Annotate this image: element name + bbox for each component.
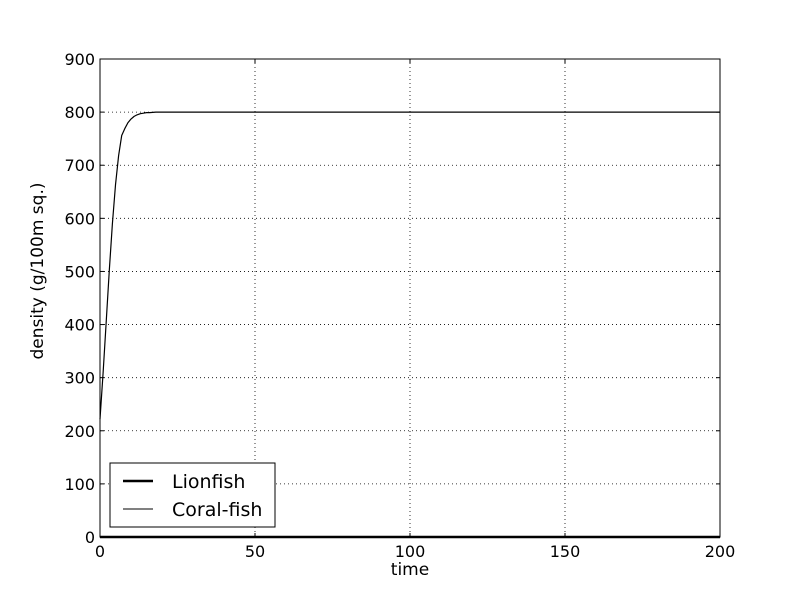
y-tick-label: 400 xyxy=(64,316,95,335)
legend: Lionfish Coral-fish xyxy=(109,462,276,528)
y-tick-label: 200 xyxy=(64,422,95,441)
x-axis-label: time xyxy=(391,560,429,580)
series-line-coral-fish xyxy=(99,111,720,420)
y-tick-label: 600 xyxy=(64,209,95,228)
y-tick-label: 100 xyxy=(64,475,95,494)
y-tick-label: 0 xyxy=(85,528,95,547)
legend-box xyxy=(109,462,276,528)
y-tick-label: 300 xyxy=(64,369,95,388)
x-tick-label: 0 xyxy=(95,542,105,561)
y-axis-label: density (g/100m sq.) xyxy=(28,183,48,360)
x-tick-label: 150 xyxy=(550,542,581,561)
x-tick-label: 100 xyxy=(395,542,426,561)
legend-label-lionfish: Lionfish xyxy=(172,471,245,493)
x-tick-label: 200 xyxy=(705,542,736,561)
x-tick-label: 50 xyxy=(245,542,265,561)
y-tick-label: 900 xyxy=(64,50,95,69)
y-tick-label: 700 xyxy=(64,156,95,175)
ticks: 0 50 100 150 200 0 100 200 300 400 500 600 700 800 900 xyxy=(64,50,735,561)
y-tick-label: 500 xyxy=(64,262,95,281)
legend-label-coral-fish: Coral-fish xyxy=(172,499,262,521)
y-tick-label: 800 xyxy=(64,103,95,122)
